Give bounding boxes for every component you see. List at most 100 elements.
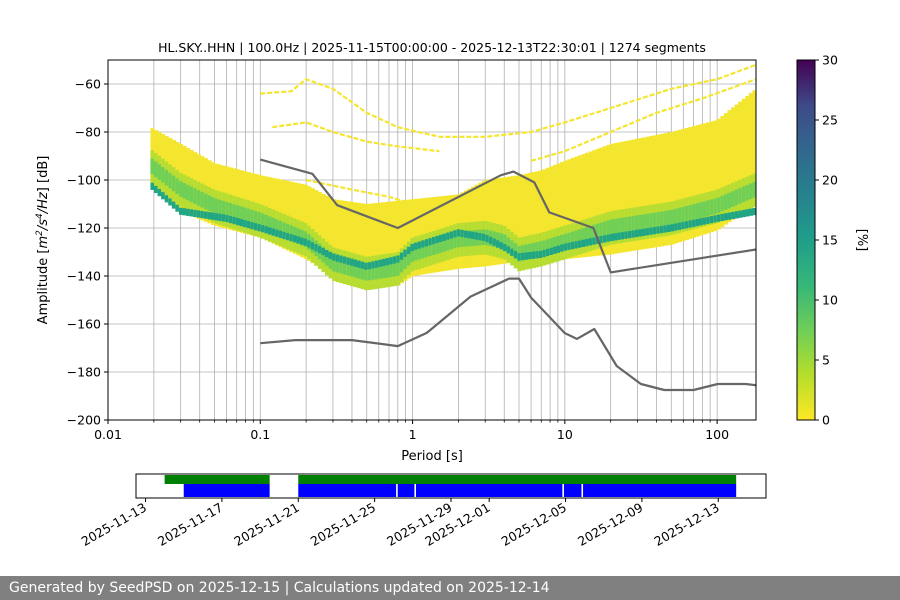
psd-band-column: [492, 178, 497, 266]
psd-band-peak: [535, 251, 540, 259]
psd-band-mode: [232, 204, 237, 220]
psd-band-peak: [203, 211, 209, 219]
psd-band-peak: [520, 252, 526, 261]
psd-band-mode: [360, 263, 365, 280]
timeline-tick-label: 2025-12-13: [651, 500, 721, 549]
psd-band-mode: [346, 259, 351, 276]
psd-band-mode: [406, 249, 412, 266]
psd-band-column: [606, 144, 611, 255]
psd-segment: [416, 484, 563, 497]
psd-outlier-trace: [530, 78, 756, 162]
psd-band-column: [510, 176, 515, 263]
noise-models: [260, 158, 756, 392]
psd-band-peak: [538, 250, 543, 259]
colorbar-label: [%]: [854, 229, 869, 252]
psd-band-mode: [617, 218, 622, 234]
psd-band-peak: [435, 235, 440, 244]
psd-band-mode: [456, 231, 461, 248]
psd-band-peak: [189, 209, 194, 217]
psd-band-mode: [438, 237, 444, 253]
psd-band-peak: [503, 244, 508, 252]
psd-band-mode: [709, 199, 714, 216]
psd-band-peak: [360, 261, 365, 269]
psd-band-peak: [285, 232, 290, 241]
psd-band-mode: [731, 191, 736, 207]
psd-band-mode: [207, 195, 212, 212]
psd-band-mode: [399, 256, 404, 273]
psd-band-peak: [506, 246, 511, 254]
psd-band-peak: [581, 239, 586, 247]
psd-band-mode: [581, 228, 586, 244]
psd-band-mode: [656, 212, 661, 228]
psd-band-peak: [232, 216, 237, 225]
psd-band-mode: [392, 260, 397, 277]
psd-band-peak: [709, 215, 714, 224]
timeline-tick-label: 2025-12-05: [499, 500, 569, 549]
psd-band-mode: [228, 203, 233, 219]
y-axis-ticks: −60 −80 −100 −120 −140 −160 −180 −200: [67, 77, 108, 428]
psd-band-peak: [346, 257, 351, 265]
psd-band-peak: [549, 247, 554, 255]
psd-band-column: [538, 170, 543, 262]
psd-band-mode: [250, 209, 255, 226]
psd-band-mode: [214, 198, 219, 215]
psd-band-mode: [670, 209, 675, 226]
psd-band-column: [289, 181, 294, 253]
psd-band-peak: [367, 262, 372, 270]
psd-band-column: [410, 199, 415, 277]
psd-band-peak: [713, 215, 718, 223]
y-tick-label: −60: [75, 77, 101, 92]
psd-band-mode: [538, 241, 543, 257]
psd-band-peak: [567, 242, 572, 250]
psd-band-mode: [396, 260, 401, 276]
psd-segment: [397, 484, 415, 497]
psd-band-peak: [403, 249, 408, 257]
psd-band-column: [499, 177, 504, 265]
psd-band-peak: [570, 241, 575, 250]
psd-band-peak: [371, 261, 376, 269]
psd-band-mode: [659, 211, 664, 228]
psd-band-column: [367, 203, 372, 284]
psd-band-mode: [175, 178, 180, 195]
psd-band-mode: [706, 200, 711, 217]
psd-band-mode: [716, 197, 721, 213]
psd-band-peak: [684, 221, 689, 229]
psd-segment: [298, 484, 397, 497]
psd-band-column: [328, 197, 333, 275]
psd-band-column: [688, 127, 693, 239]
psd-band-mode: [463, 230, 469, 247]
psd-band-mode: [688, 205, 693, 221]
psd-band-mode: [389, 261, 394, 278]
psd-band-mode: [414, 244, 419, 261]
psd-band-mode: [638, 214, 643, 231]
psd-band-column: [638, 138, 643, 250]
psd-band-column: [374, 202, 380, 284]
psd-band-mode: [186, 184, 191, 201]
psd-band-column: [642, 137, 647, 250]
psd-band-peak: [453, 230, 458, 238]
psd-band-column: [385, 201, 390, 285]
psd-band-column: [335, 199, 340, 277]
psd-band-mode: [574, 230, 579, 247]
psd-band-mode: [631, 216, 636, 232]
psd-band-peak: [221, 214, 226, 222]
psd-band-column: [574, 156, 579, 259]
psd-band-peak: [446, 232, 451, 240]
psd-band-peak: [652, 227, 657, 235]
psd-band-mode: [271, 217, 276, 234]
psd-band-mode: [335, 256, 340, 273]
psd-band-mode: [499, 233, 504, 249]
psd-band-mode: [193, 188, 198, 204]
psd-band-column: [531, 172, 536, 262]
psd-band-column: [631, 139, 636, 251]
psd-band-peak: [681, 221, 686, 230]
psd-band-column: [595, 148, 600, 256]
psd-band-peak: [638, 229, 643, 237]
psd-band-peak: [264, 226, 269, 234]
psd-band-peak: [474, 232, 479, 240]
psd-band-peak: [663, 225, 668, 233]
psd-band-column: [310, 188, 315, 264]
psd-band-mode: [203, 193, 209, 210]
psd-band-column: [748, 93, 754, 208]
psd-band-mode: [595, 223, 600, 240]
